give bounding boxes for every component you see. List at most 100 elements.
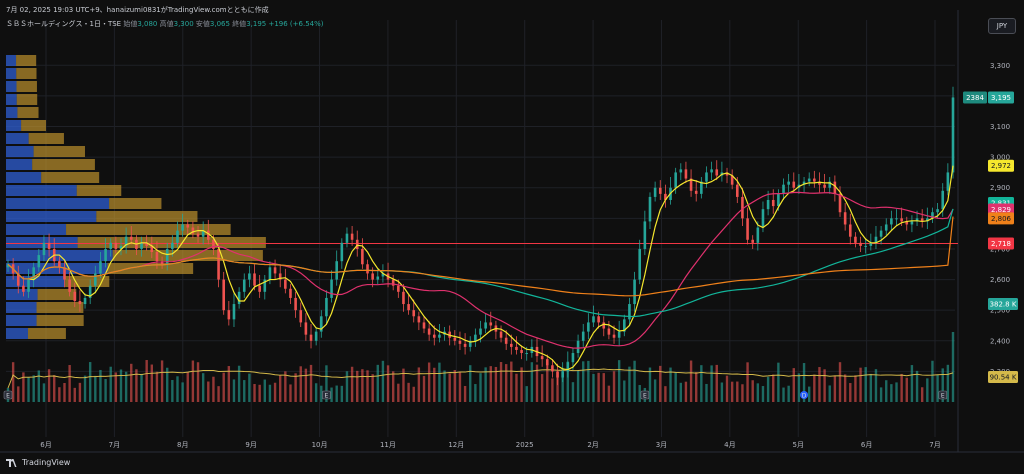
volume-bar bbox=[201, 373, 205, 402]
volume-profile-bar-up bbox=[6, 276, 66, 287]
candle bbox=[515, 336, 518, 355]
volume-bar bbox=[823, 369, 826, 402]
candle bbox=[227, 300, 231, 326]
candle bbox=[920, 209, 924, 228]
candle-body bbox=[802, 181, 806, 185]
candle-body bbox=[705, 172, 708, 182]
volume-bar bbox=[309, 364, 313, 402]
candle bbox=[540, 345, 544, 367]
volume-bar bbox=[299, 366, 302, 402]
y-tick-label: 3,100 bbox=[990, 123, 1010, 131]
event-marker-label: E bbox=[941, 392, 945, 399]
price-tag: 2,806 bbox=[988, 212, 1014, 225]
volume-bar bbox=[237, 365, 241, 402]
x-tick-label: 4月 bbox=[724, 441, 735, 449]
candle-body bbox=[474, 334, 477, 341]
event-marker-label: E bbox=[643, 392, 647, 399]
candle-body bbox=[417, 316, 421, 323]
volume-bar bbox=[366, 370, 369, 402]
volume-bar bbox=[736, 381, 739, 402]
candle bbox=[648, 192, 652, 230]
volume-bar bbox=[114, 372, 118, 402]
candle-body bbox=[735, 184, 739, 197]
candle-body bbox=[679, 169, 683, 173]
candle-body bbox=[946, 172, 950, 191]
volume-bar bbox=[109, 366, 112, 402]
candle-body bbox=[463, 343, 467, 347]
volume-profile-bar-down bbox=[16, 55, 37, 66]
candle-body bbox=[422, 322, 426, 329]
volume-bar bbox=[772, 374, 775, 402]
candle-body bbox=[345, 233, 349, 243]
earnings-badge bbox=[3, 390, 13, 400]
candle bbox=[741, 187, 744, 226]
candle bbox=[951, 86, 955, 179]
candle-body bbox=[325, 297, 328, 317]
volume-bar bbox=[695, 372, 698, 402]
candle-body bbox=[330, 279, 333, 298]
candle bbox=[114, 236, 118, 254]
candle-body bbox=[124, 236, 128, 246]
candle-body bbox=[129, 236, 133, 240]
candle-body bbox=[114, 242, 118, 249]
earnings-badge bbox=[640, 390, 650, 400]
candle bbox=[412, 299, 416, 323]
volume-bar bbox=[936, 374, 939, 402]
candle bbox=[427, 320, 431, 341]
candle-body bbox=[263, 279, 267, 292]
candle-body bbox=[818, 181, 821, 185]
candle-body bbox=[859, 242, 862, 246]
candle-body bbox=[88, 285, 92, 298]
candle-body bbox=[664, 193, 667, 200]
volume-bar bbox=[494, 366, 498, 402]
candle bbox=[58, 256, 61, 274]
y-tick-label: 2,500 bbox=[990, 307, 1010, 315]
candle bbox=[751, 235, 755, 249]
candle bbox=[217, 242, 220, 288]
candle bbox=[545, 354, 549, 370]
volume-bar bbox=[777, 362, 780, 402]
volume-bar bbox=[797, 373, 801, 402]
candle-body bbox=[217, 248, 220, 280]
currency-button[interactable]: JPY bbox=[988, 18, 1016, 34]
volume-bar bbox=[576, 370, 580, 402]
volume-bar bbox=[520, 367, 523, 402]
candle bbox=[222, 271, 226, 315]
candle bbox=[83, 293, 87, 309]
candle-body bbox=[171, 242, 174, 249]
y-tick-label: 3,000 bbox=[990, 154, 1010, 162]
candle-body bbox=[412, 310, 416, 317]
candle bbox=[607, 320, 611, 340]
volume-bar bbox=[176, 376, 179, 402]
candle bbox=[694, 180, 698, 202]
volume-profile-bar-up bbox=[6, 315, 37, 326]
volume-bar bbox=[279, 375, 282, 402]
candle bbox=[910, 215, 914, 233]
candle bbox=[843, 203, 847, 231]
volume-bar bbox=[181, 382, 184, 402]
candle bbox=[16, 265, 20, 294]
candle bbox=[453, 330, 457, 346]
candle bbox=[658, 180, 662, 200]
candle-body bbox=[484, 322, 487, 329]
candle bbox=[237, 287, 241, 309]
volume-profile-bar-down bbox=[107, 263, 194, 274]
y-tick-label: 2,700 bbox=[990, 245, 1010, 253]
candle-body bbox=[78, 300, 82, 305]
candle-body bbox=[910, 221, 914, 225]
candle-body bbox=[941, 190, 945, 210]
tradingview-footer[interactable]: TradingView bbox=[6, 458, 70, 467]
volume-bar bbox=[73, 387, 76, 402]
volume-bar bbox=[638, 385, 641, 402]
price-tag: 90.54 K bbox=[988, 371, 1018, 383]
candle bbox=[314, 327, 318, 346]
price-tag-box bbox=[988, 371, 1018, 383]
volume-bar bbox=[741, 384, 744, 402]
candle bbox=[73, 282, 77, 308]
candle-body bbox=[407, 304, 410, 311]
x-tick-label: 10月 bbox=[312, 441, 328, 449]
candle-body bbox=[607, 328, 611, 335]
volume-bar bbox=[587, 360, 590, 402]
volume-bar bbox=[818, 367, 821, 402]
